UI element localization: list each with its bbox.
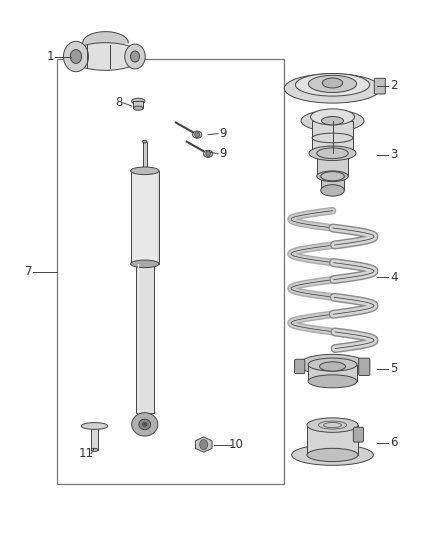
Ellipse shape (69, 43, 142, 70)
Polygon shape (195, 437, 212, 452)
Circle shape (195, 132, 200, 138)
Ellipse shape (292, 445, 373, 465)
Ellipse shape (284, 74, 381, 103)
Ellipse shape (321, 184, 344, 196)
Ellipse shape (204, 150, 213, 157)
Ellipse shape (295, 74, 370, 96)
Bar (317, 154, 348, 176)
Text: 6: 6 (390, 437, 397, 449)
Ellipse shape (134, 106, 143, 110)
Ellipse shape (81, 423, 108, 430)
Bar (131, 171, 158, 264)
Ellipse shape (311, 109, 354, 125)
Bar (57, 59, 285, 484)
Ellipse shape (142, 422, 147, 426)
Ellipse shape (317, 171, 348, 182)
Ellipse shape (143, 140, 147, 143)
Text: 9: 9 (219, 147, 227, 160)
Ellipse shape (320, 362, 346, 371)
Ellipse shape (91, 448, 98, 451)
Circle shape (131, 51, 140, 62)
FancyBboxPatch shape (359, 358, 370, 375)
Bar (134, 101, 143, 108)
Ellipse shape (131, 260, 159, 268)
Circle shape (200, 440, 208, 449)
Ellipse shape (308, 375, 357, 388)
Text: 3: 3 (390, 148, 397, 161)
Ellipse shape (132, 413, 158, 436)
Circle shape (64, 42, 88, 72)
Ellipse shape (308, 75, 357, 93)
Bar (131, 171, 159, 264)
Text: 1: 1 (47, 50, 55, 63)
Bar (143, 142, 147, 171)
Bar (307, 425, 358, 455)
Ellipse shape (322, 78, 343, 88)
Text: 5: 5 (390, 362, 397, 375)
Bar (321, 176, 344, 190)
FancyBboxPatch shape (353, 427, 364, 442)
Circle shape (125, 44, 145, 69)
Ellipse shape (321, 172, 344, 181)
Ellipse shape (193, 131, 202, 138)
Ellipse shape (307, 448, 358, 462)
FancyBboxPatch shape (374, 78, 385, 94)
Text: 9: 9 (219, 127, 227, 140)
Bar (312, 121, 353, 154)
Ellipse shape (299, 354, 366, 375)
Text: 11: 11 (78, 447, 93, 460)
Ellipse shape (321, 117, 343, 125)
Bar (132, 171, 158, 264)
Text: 7: 7 (25, 265, 33, 278)
Circle shape (206, 151, 210, 157)
Ellipse shape (317, 148, 348, 159)
Ellipse shape (131, 98, 145, 104)
Ellipse shape (131, 167, 159, 175)
Ellipse shape (309, 146, 356, 160)
Ellipse shape (307, 418, 358, 432)
Bar (136, 264, 153, 413)
Circle shape (70, 50, 81, 63)
Text: 2: 2 (390, 79, 397, 92)
Bar (131, 171, 159, 264)
Bar (131, 171, 159, 264)
Text: 4: 4 (390, 271, 397, 284)
Ellipse shape (139, 419, 151, 430)
Text: 8: 8 (115, 96, 122, 109)
FancyBboxPatch shape (294, 359, 305, 374)
Ellipse shape (308, 358, 357, 371)
Bar (132, 171, 157, 264)
Ellipse shape (301, 110, 364, 131)
Text: 10: 10 (229, 438, 244, 451)
Bar (91, 426, 98, 450)
Bar (308, 365, 357, 381)
